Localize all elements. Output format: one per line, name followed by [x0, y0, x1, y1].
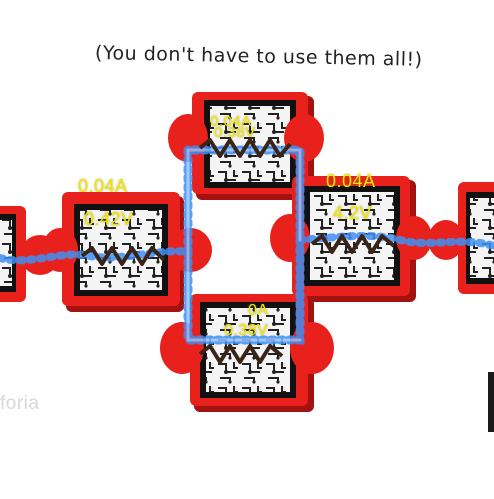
left-voltage-label: 0.42V	[84, 209, 134, 229]
resistor-zigzag-right	[310, 234, 396, 254]
right-current-label: 0.04A	[326, 171, 376, 191]
app-watermark: foria	[0, 393, 40, 414]
tile-bottom-resistor	[160, 294, 334, 412]
resistor-zigzag-top	[198, 138, 292, 158]
bottom-current-label: 0A	[248, 302, 269, 319]
dark-edge	[488, 372, 494, 432]
top-current-label: 0.04A	[210, 113, 252, 130]
top-voltage-label: 0.38V	[214, 124, 256, 141]
left-current-label: 0.04A	[78, 176, 128, 196]
right-voltage-label: 4.2V	[333, 203, 373, 223]
resistor-zigzag-bottom	[198, 344, 284, 364]
bottom-voltage-label: 0.38V	[224, 322, 269, 339]
resistor-zigzag-left	[80, 246, 166, 266]
